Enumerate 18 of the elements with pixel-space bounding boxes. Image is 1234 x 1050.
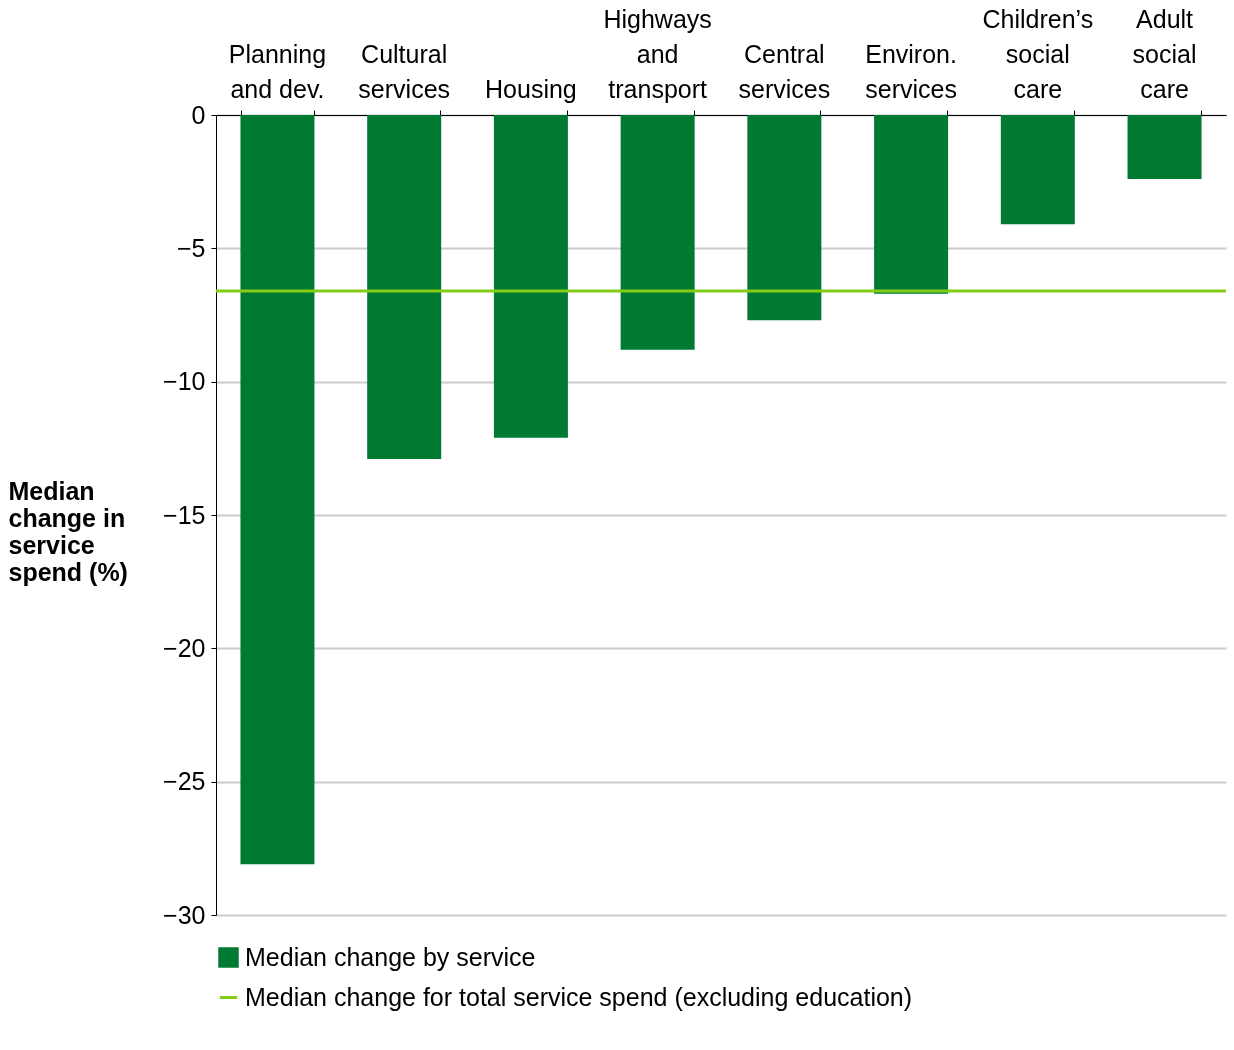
- y-tick-label: −10: [163, 367, 206, 396]
- y-axis-title: Median change in service spend (%): [8, 476, 128, 586]
- x-tick-label: Planning and dev.: [228, 40, 327, 103]
- x-tick-label: Central services: [738, 40, 831, 103]
- y-tick-label: −25: [163, 767, 206, 796]
- y-tick-label: −20: [163, 633, 206, 662]
- x-tick-label: Adult social care: [1132, 5, 1197, 103]
- x-tick-label: Housing: [485, 75, 577, 103]
- x-tick-label: Children’s social care: [982, 5, 1094, 103]
- x-tick-label: Cultural services: [358, 40, 451, 103]
- legend-label: Median change for total service spend (excluding education): [245, 982, 913, 1011]
- x-tick-label: Environ. services: [865, 40, 957, 103]
- legend-label: Median change by service: [245, 942, 536, 971]
- y-tick-label: −30: [163, 900, 206, 929]
- y-tick-label: 0: [191, 100, 206, 129]
- x-tick-label: Highways and transport: [603, 5, 712, 103]
- y-tick-label: −5: [176, 233, 206, 262]
- y-tick-label: −15: [163, 500, 206, 529]
